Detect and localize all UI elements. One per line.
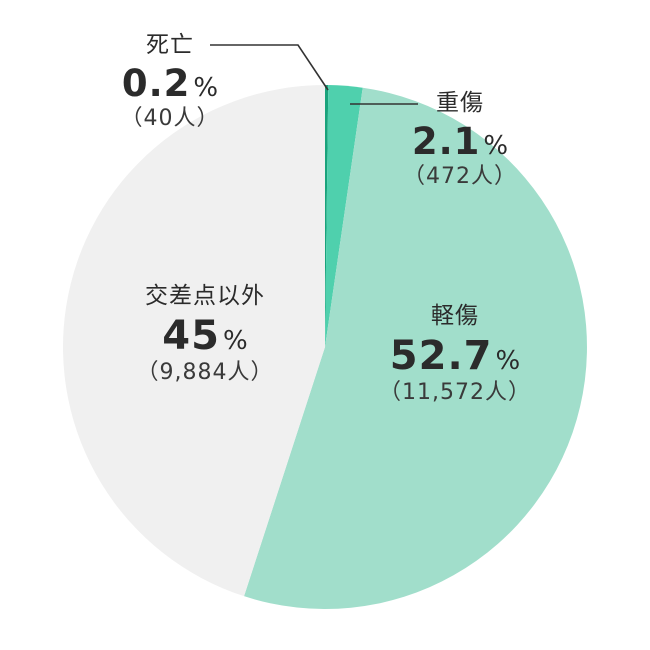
pie-slice-2 (244, 87, 587, 609)
leader-line-death (210, 44, 329, 91)
label-death: 死亡 0.2% （40人） (110, 34, 230, 130)
slice-label-name: 軽傷 (431, 303, 479, 329)
percent-unit: % (222, 326, 248, 356)
label-serious-injury: 重傷 2.1% （472人） (395, 92, 525, 188)
slice-percent: 0.2 (121, 62, 191, 105)
pie-slice-3 (62, 84, 326, 597)
percent-unit: % (483, 131, 509, 161)
label-non-intersection: 交差点以外 45% （9,884人） (120, 285, 290, 384)
percent-unit: % (193, 73, 219, 103)
slice-count: （11,572人） (379, 380, 531, 405)
label-minor-injury: 軽傷 52.7% （11,572人） (370, 305, 540, 404)
slice-count: （40人） (120, 106, 220, 131)
pie-slice-1 (325, 85, 363, 348)
pie-slice-0 (325, 84, 329, 347)
slice-percent: 2.1 (411, 120, 481, 163)
slice-count: （9,884人） (136, 360, 274, 385)
slice-label-name: 死亡 (146, 32, 194, 58)
slice-percent: 45 (162, 313, 220, 359)
percent-unit: % (495, 346, 521, 376)
slice-label-name: 重傷 (436, 90, 484, 116)
slice-percent: 52.7 (389, 333, 493, 379)
slice-count: （472人） (403, 164, 517, 189)
slice-label-name: 交差点以外 (145, 283, 265, 309)
pie-slices (62, 84, 587, 609)
